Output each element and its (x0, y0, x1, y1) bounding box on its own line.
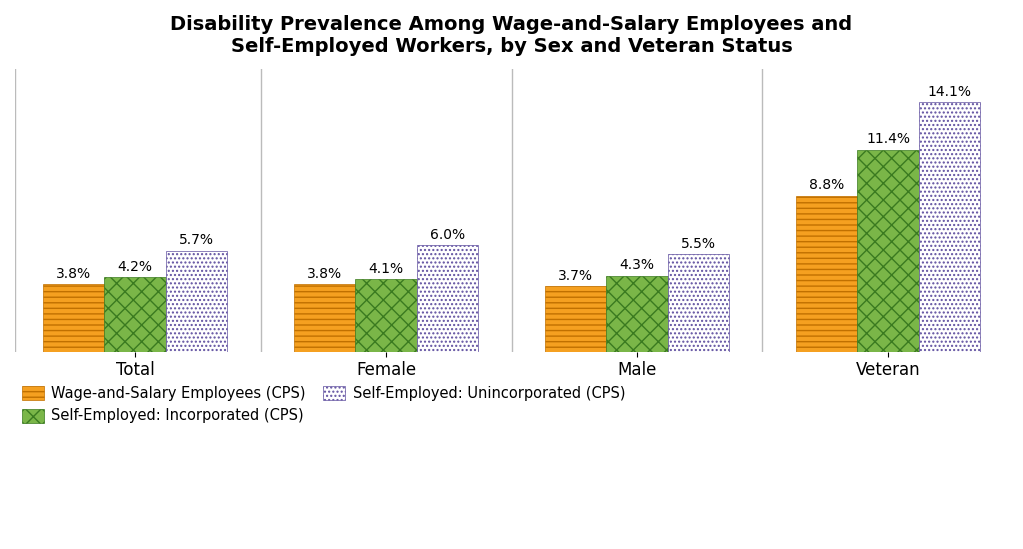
Legend: Wage-and-Salary Employees (CPS), Self-Employed: Incorporated (CPS), Self-Employe: Wage-and-Salary Employees (CPS), Self-Em… (23, 386, 625, 423)
Bar (104, 277, 166, 351)
Text: 4.2%: 4.2% (118, 260, 152, 274)
Text: 6.0%: 6.0% (430, 228, 464, 242)
Text: 11.4%: 11.4% (865, 132, 910, 147)
Text: 3.7%: 3.7% (559, 268, 593, 283)
Text: 3.8%: 3.8% (307, 267, 343, 281)
Text: 4.1%: 4.1% (368, 261, 403, 276)
Bar (166, 251, 227, 351)
Text: 8.8%: 8.8% (809, 178, 844, 193)
Text: 14.1%: 14.1% (927, 85, 971, 99)
Bar (919, 102, 980, 351)
Bar (355, 279, 416, 351)
Bar (295, 284, 355, 351)
Bar (545, 286, 607, 351)
Title: Disability Prevalence Among Wage-and-Salary Employees and
Self-Employed Workers,: Disability Prevalence Among Wage-and-Sal… (171, 15, 852, 56)
Text: 3.8%: 3.8% (56, 267, 91, 281)
Text: 5.7%: 5.7% (179, 233, 214, 247)
Text: 4.3%: 4.3% (620, 258, 655, 272)
Bar (668, 254, 728, 351)
Bar (43, 284, 104, 351)
Bar (796, 196, 857, 351)
Text: 5.5%: 5.5% (680, 237, 716, 251)
Bar (607, 276, 668, 351)
Bar (857, 150, 919, 351)
Bar (416, 245, 478, 351)
